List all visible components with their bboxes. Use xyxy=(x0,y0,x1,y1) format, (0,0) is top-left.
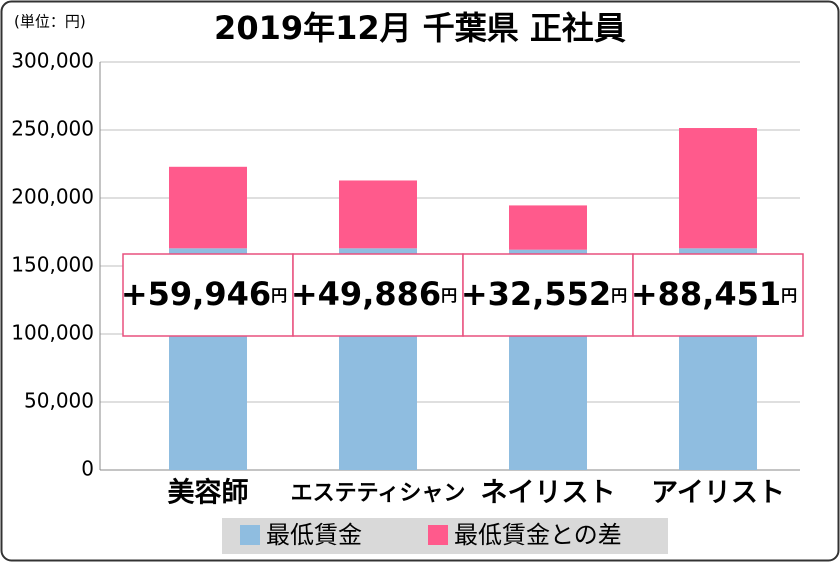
x-tick-label: エステティシャン xyxy=(291,481,466,506)
y-tick-label: 0 xyxy=(81,457,94,481)
chart-title: 2019年12月 千葉県 正社員 xyxy=(214,9,626,47)
y-tick-label: 300,000 xyxy=(11,49,94,73)
unit-note: (単位：円) xyxy=(14,13,86,31)
y-tick-label: 50,000 xyxy=(24,389,94,413)
y-tick-label: 250,000 xyxy=(11,117,94,141)
data-label-box xyxy=(462,253,634,337)
x-tick-label: ネイリスト xyxy=(481,478,616,509)
legend-label: 最低賃金 xyxy=(266,521,362,549)
bar-segment xyxy=(679,128,757,249)
data-label-unit: 円 xyxy=(441,286,457,305)
bar-segment xyxy=(509,205,587,250)
data-label: +49,886円 xyxy=(291,275,457,313)
data-label: +88,451円 xyxy=(631,275,797,313)
y-tick-label: 150,000 xyxy=(11,253,94,277)
legend-swatch xyxy=(428,525,448,545)
data-label-value: +59,946 xyxy=(121,275,271,313)
data-label: +32,552円 xyxy=(461,275,627,313)
bar-segment xyxy=(169,166,247,249)
bar-segment xyxy=(339,180,417,249)
data-label-unit: 円 xyxy=(781,286,797,305)
legend-label: 最低賃金との差 xyxy=(454,521,622,549)
x-tick-label: アイリスト xyxy=(651,478,785,509)
data-label: +59,946円 xyxy=(121,275,287,313)
data-label-unit: 円 xyxy=(611,286,627,305)
data-label-unit: 円 xyxy=(271,286,287,305)
x-tick-label: 美容師 xyxy=(168,477,249,509)
data-label-box xyxy=(632,253,804,337)
data-label-value: +88,451 xyxy=(631,275,781,313)
legend-swatch xyxy=(240,525,260,545)
data-label-value: +49,886 xyxy=(291,275,441,313)
y-tick-label: 200,000 xyxy=(11,185,94,209)
data-label-value: +32,552 xyxy=(461,275,611,313)
data-label-box xyxy=(292,253,464,337)
y-tick-label: 100,000 xyxy=(11,321,94,345)
